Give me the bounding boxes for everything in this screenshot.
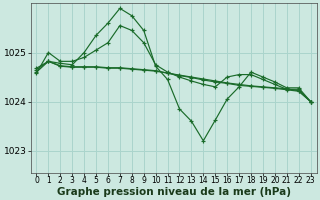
X-axis label: Graphe pression niveau de la mer (hPa): Graphe pression niveau de la mer (hPa) (57, 187, 291, 197)
